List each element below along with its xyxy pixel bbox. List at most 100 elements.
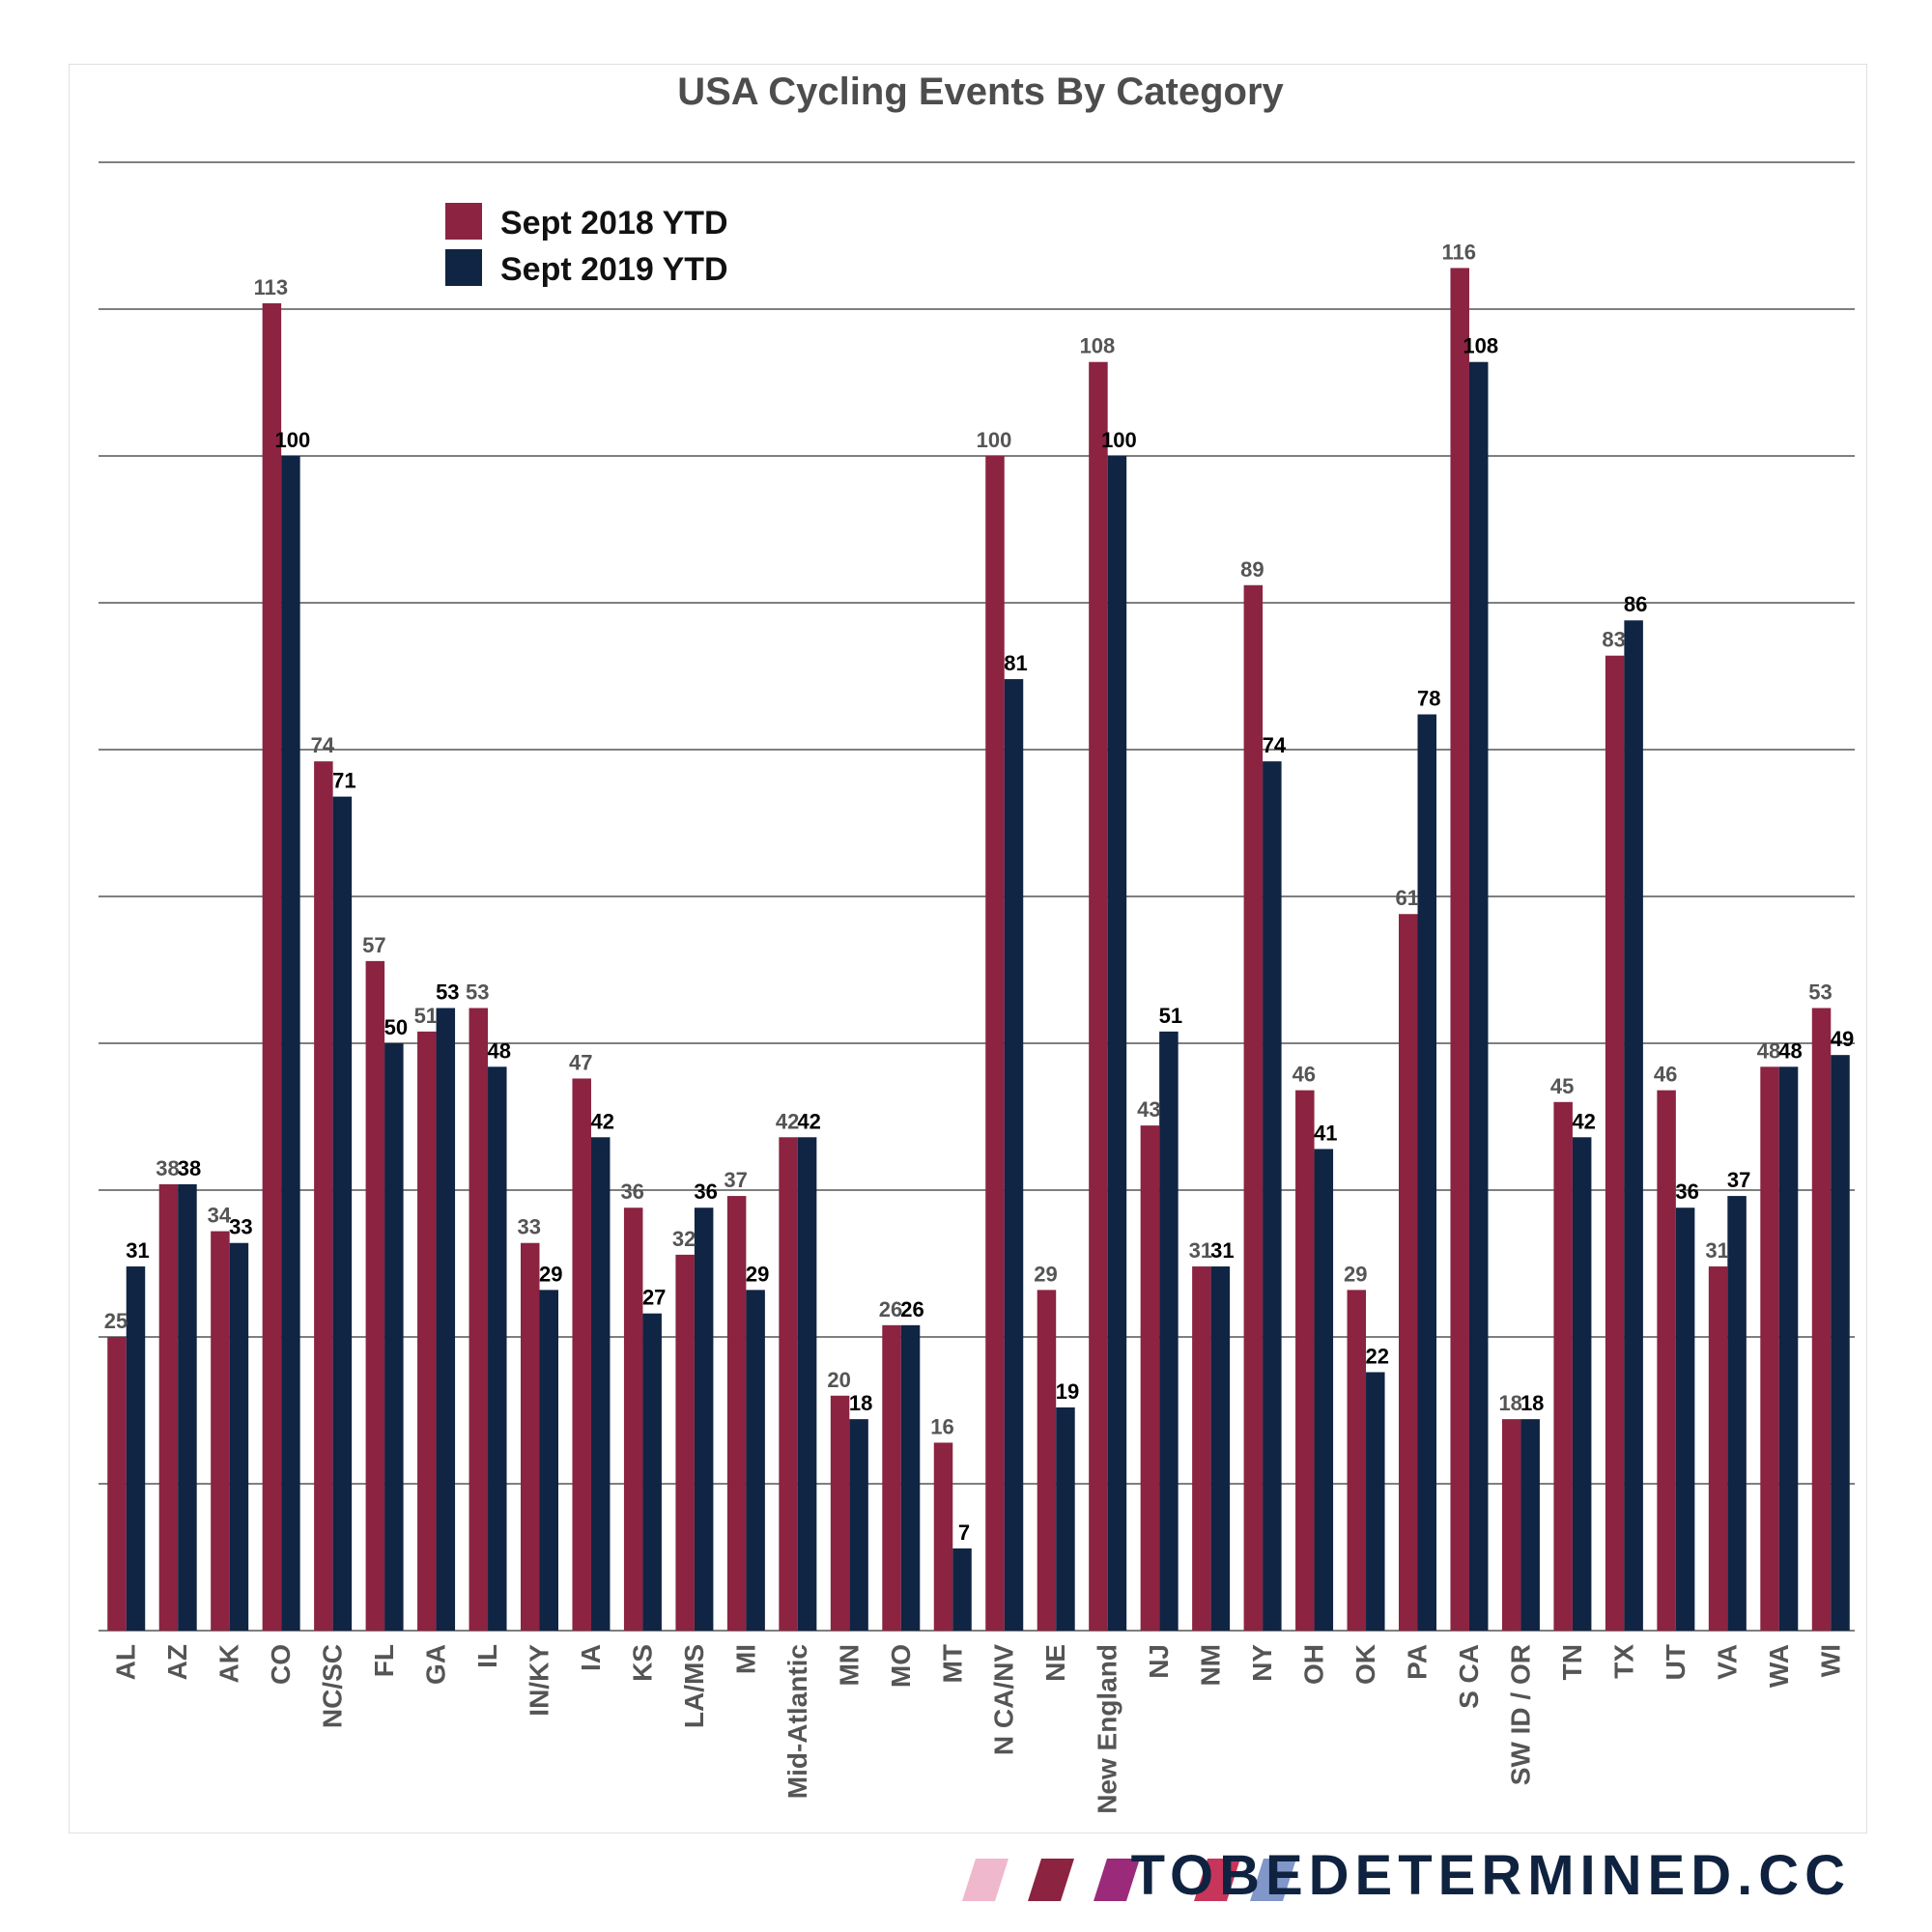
category-label: NY — [1247, 1644, 1277, 1682]
data-label-2018: 18 — [1498, 1391, 1521, 1415]
data-label-2018: 57 — [362, 933, 385, 957]
category-label: MO — [886, 1644, 916, 1688]
data-label-2018: 61 — [1396, 886, 1419, 910]
legend-label-2019: Sept 2019 YTD — [500, 251, 728, 288]
bar-2019 — [642, 1313, 662, 1631]
bar-2019 — [1004, 679, 1024, 1631]
bars — [107, 268, 1850, 1632]
data-label-2019: 42 — [1572, 1109, 1595, 1133]
data-label-2019: 42 — [590, 1109, 613, 1133]
data-label-2019: 81 — [1004, 651, 1027, 675]
category-label: MT — [937, 1644, 967, 1683]
category-label: PA — [1403, 1644, 1433, 1680]
bar-2019 — [952, 1548, 972, 1631]
data-label-2019: 49 — [1831, 1027, 1854, 1051]
bar-2019 — [694, 1208, 714, 1631]
bar-2018 — [882, 1324, 901, 1631]
bar-2019 — [849, 1419, 868, 1631]
category-label: New England — [1093, 1644, 1122, 1814]
data-label-2018: 29 — [1034, 1262, 1057, 1286]
data-label-2018: 36 — [620, 1179, 643, 1204]
data-label-2019: 31 — [126, 1238, 149, 1263]
data-label-2019: 36 — [1675, 1179, 1698, 1204]
bar-2019 — [1159, 1031, 1179, 1631]
bar-2018 — [572, 1078, 591, 1631]
data-label-2018: 29 — [1344, 1262, 1367, 1286]
data-label-2019: 22 — [1366, 1344, 1389, 1368]
data-label-2018: 47 — [569, 1050, 592, 1074]
data-label-2019: 71 — [332, 769, 355, 793]
category-label: LA/MS — [679, 1644, 709, 1728]
bar-2019 — [1675, 1208, 1695, 1631]
data-label-2018: 33 — [518, 1215, 541, 1239]
data-label-2019: 7 — [958, 1520, 970, 1545]
category-label: MN — [834, 1644, 864, 1687]
bar-2018 — [1760, 1066, 1779, 1631]
category-label: TN — [1557, 1644, 1587, 1680]
category-label: TX — [1608, 1644, 1638, 1679]
bar-2018 — [1192, 1266, 1211, 1631]
bar-2018 — [365, 960, 385, 1631]
bar-2019 — [590, 1137, 611, 1631]
bar-2019 — [1831, 1055, 1850, 1631]
category-label: FL — [369, 1644, 399, 1677]
data-label-2019: 100 — [1101, 428, 1137, 452]
data-label-2018: 46 — [1654, 1063, 1677, 1087]
data-label-2019: 18 — [1520, 1391, 1544, 1415]
data-label-2019: 31 — [1210, 1238, 1234, 1263]
data-label-2018: 37 — [724, 1168, 747, 1192]
data-label-2018: 42 — [776, 1109, 799, 1133]
data-label-2019: 36 — [694, 1179, 717, 1204]
category-label: AZ — [162, 1644, 192, 1680]
data-label-2018: 83 — [1602, 628, 1625, 652]
bar-2018 — [1089, 361, 1108, 1632]
data-label-2019: 48 — [488, 1038, 511, 1063]
data-label-2018: 51 — [414, 1004, 438, 1028]
bar-2018 — [158, 1183, 179, 1631]
brand-stripes — [962, 1859, 1296, 1901]
category-label: WI — [1815, 1644, 1845, 1677]
bar-2019 — [281, 456, 300, 1631]
bar-2019 — [539, 1290, 558, 1631]
bar-2018 — [623, 1208, 643, 1631]
data-label-2019: 51 — [1159, 1004, 1182, 1028]
brand-stripe — [1028, 1859, 1074, 1901]
legend-swatch-2019 — [445, 249, 482, 286]
data-label-2018: 108 — [1080, 334, 1116, 358]
category-label: OH — [1299, 1644, 1329, 1685]
data-label-2019: 38 — [178, 1156, 201, 1180]
bar-2018 — [1657, 1090, 1676, 1631]
bar-2018 — [262, 302, 282, 1631]
bar-2018 — [1295, 1090, 1315, 1631]
category-label: NJ — [1144, 1644, 1174, 1679]
category-labels: AL AZ AK CO NC/SC FL GA IL IN/KY IA KS LA/MS MI Mid-A… — [111, 1644, 1846, 1814]
bar-2018 — [1399, 914, 1418, 1631]
bar-2019 — [1056, 1406, 1075, 1631]
category-label: NE — [1040, 1644, 1070, 1682]
data-label-2018: 74 — [311, 733, 335, 757]
data-label-2018: 31 — [1705, 1238, 1728, 1263]
data-label-2018: 45 — [1550, 1074, 1574, 1098]
bar-2019 — [1366, 1372, 1385, 1631]
bar-2018 — [469, 1008, 489, 1631]
category-label: GA — [421, 1644, 451, 1685]
bar-2018 — [1037, 1290, 1057, 1631]
category-label: SW ID / OR — [1505, 1644, 1535, 1785]
data-label-2019: 19 — [1056, 1379, 1079, 1404]
data-label-2019: 18 — [849, 1391, 872, 1415]
data-label-2018: 43 — [1137, 1097, 1160, 1122]
data-label-2018: 113 — [254, 275, 289, 299]
data-label-2018: 48 — [1757, 1038, 1780, 1063]
category-label: OK — [1350, 1644, 1380, 1685]
bar-2018 — [1811, 1008, 1832, 1631]
data-label-2018: 46 — [1293, 1063, 1316, 1087]
bar-2019 — [1520, 1419, 1540, 1631]
category-label: AK — [214, 1644, 244, 1683]
data-label-2019: 33 — [229, 1215, 252, 1239]
bar-2018 — [1708, 1266, 1728, 1631]
brand-name: TOBEDETERMINED.CC — [1130, 1844, 1851, 1907]
data-label-2019: 29 — [539, 1262, 562, 1286]
brand-stripe — [1250, 1859, 1296, 1901]
